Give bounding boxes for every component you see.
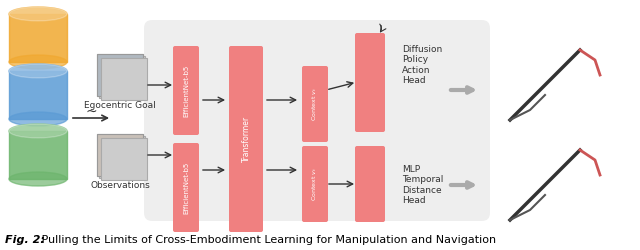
FancyBboxPatch shape bbox=[97, 134, 143, 176]
FancyBboxPatch shape bbox=[99, 136, 145, 178]
Ellipse shape bbox=[9, 124, 67, 138]
FancyBboxPatch shape bbox=[302, 146, 328, 222]
Text: Diffusion
Policy
Action
Head: Diffusion Policy Action Head bbox=[402, 45, 442, 85]
Text: Context $v_t$: Context $v_t$ bbox=[310, 167, 319, 201]
Ellipse shape bbox=[9, 7, 67, 21]
FancyBboxPatch shape bbox=[101, 58, 147, 100]
Ellipse shape bbox=[9, 7, 67, 21]
Ellipse shape bbox=[9, 55, 67, 69]
FancyBboxPatch shape bbox=[173, 46, 199, 135]
Text: EfficientNet-b5: EfficientNet-b5 bbox=[183, 64, 189, 116]
FancyBboxPatch shape bbox=[229, 46, 263, 232]
Bar bbox=[9, 131, 67, 179]
Text: Fig. 2:: Fig. 2: bbox=[5, 235, 45, 245]
FancyBboxPatch shape bbox=[355, 146, 385, 222]
Text: Pulling the Limits of Cross-Embodiment Learning for Manipulation and Navigation: Pulling the Limits of Cross-Embodiment L… bbox=[38, 235, 496, 245]
Bar bbox=[9, 14, 67, 62]
Text: EfficientNet-b5: EfficientNet-b5 bbox=[183, 162, 189, 214]
Text: MLP
Temporal
Distance
Head: MLP Temporal Distance Head bbox=[402, 165, 444, 205]
FancyBboxPatch shape bbox=[97, 54, 143, 96]
FancyBboxPatch shape bbox=[99, 56, 145, 98]
Text: Transformer: Transformer bbox=[241, 116, 250, 162]
FancyBboxPatch shape bbox=[97, 134, 143, 176]
Ellipse shape bbox=[9, 172, 67, 186]
Text: Observations: Observations bbox=[90, 181, 150, 190]
Bar bbox=[9, 71, 67, 119]
Ellipse shape bbox=[9, 124, 67, 138]
FancyBboxPatch shape bbox=[173, 143, 199, 232]
FancyBboxPatch shape bbox=[144, 20, 490, 221]
Ellipse shape bbox=[9, 112, 67, 126]
Text: Context $v_t$: Context $v_t$ bbox=[310, 87, 319, 121]
FancyBboxPatch shape bbox=[101, 138, 147, 180]
Ellipse shape bbox=[9, 64, 67, 78]
Ellipse shape bbox=[9, 64, 67, 78]
FancyBboxPatch shape bbox=[302, 66, 328, 142]
FancyBboxPatch shape bbox=[355, 33, 385, 132]
FancyBboxPatch shape bbox=[97, 54, 143, 96]
Text: Egocentric Goal: Egocentric Goal bbox=[84, 101, 156, 110]
Text: ~: ~ bbox=[85, 105, 97, 119]
